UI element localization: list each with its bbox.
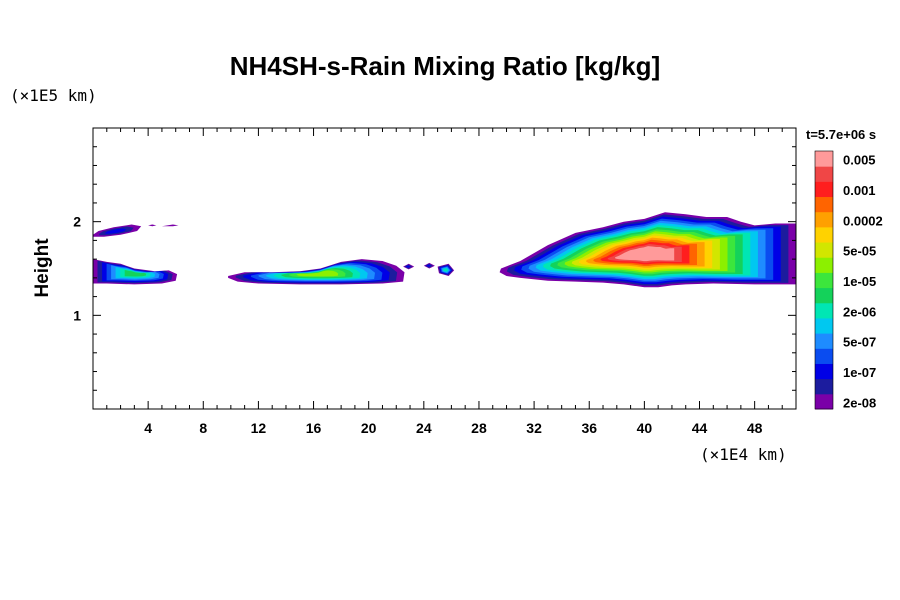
colorbar-swatch	[815, 348, 833, 364]
y-tick-label: 1	[73, 307, 81, 323]
colorbar-label: 2e-06	[843, 304, 876, 319]
colorbar-swatch	[815, 257, 833, 273]
colorbar-label: 5e-05	[843, 244, 876, 259]
colorbar-swatch	[815, 242, 833, 258]
colorbar-swatch	[815, 363, 833, 380]
field-region-2-level-0	[161, 224, 179, 227]
field-region-8-level-16	[614, 246, 675, 262]
colorbar-swatch	[815, 181, 833, 198]
colorbar-label: 0.0002	[843, 213, 883, 228]
colorbar-swatch	[815, 317, 833, 334]
x-tick-label: 40	[637, 420, 653, 436]
colorbar-frame	[814, 150, 834, 410]
x-tick-label: 16	[306, 420, 322, 436]
x-tick-label: 44	[692, 420, 708, 436]
colorbar-swatch	[815, 151, 833, 167]
colorbar-swatch	[815, 196, 833, 213]
colorbar-label: 1e-07	[843, 365, 876, 380]
field-region-6-level-2	[426, 264, 432, 267]
x-tick-label: 20	[361, 420, 377, 436]
colorbar: 2e-08 1e-07 5e-07 2e-06 1e-05 5e-05 0.0002 0.00…	[814, 150, 883, 410]
x-tick-label: 8	[199, 420, 207, 436]
field-region-4-level-9	[296, 270, 339, 277]
colorbar-swatch	[815, 272, 833, 289]
colorbar-swatch	[815, 393, 833, 410]
field-region-5-level-2	[405, 265, 411, 268]
colorbar-label: 0.001	[843, 183, 876, 198]
x-tick-label: 48	[747, 420, 763, 436]
y-axis-label: Height	[32, 238, 53, 298]
field-region-0-level-2	[105, 228, 127, 234]
x-tick-label: 28	[471, 420, 487, 436]
colorbar-swatch	[815, 166, 833, 182]
field-region-7-level-6	[443, 268, 448, 272]
colorbar-swatch	[815, 333, 833, 349]
colorbar-label: 5e-07	[843, 335, 876, 350]
chart-title: NH4SH-s-Rain Mixing Ratio [kg/kg]	[230, 51, 660, 81]
x-unit-label: (×1E4 km)	[700, 445, 787, 464]
colorbar-label: 2e-08	[843, 395, 876, 410]
x-tick-label: 32	[526, 420, 542, 436]
x-tick-label: 12	[251, 420, 267, 436]
colorbar-swatch	[815, 287, 833, 304]
colorbar-swatch	[815, 302, 833, 319]
x-tick-label: 24	[416, 420, 432, 436]
field-region-1-level-0	[148, 224, 157, 227]
field-region-3-level-7	[124, 270, 147, 277]
plot-frame	[92, 127, 797, 410]
contour-field	[93, 212, 796, 288]
x-tick-label: 36	[581, 420, 597, 436]
colorbar-swatch	[815, 226, 833, 243]
colorbar-label: 0.005	[843, 153, 876, 168]
colorbar-swatch	[815, 211, 833, 228]
time-label: t=5.7e+06 s	[806, 127, 876, 142]
y-unit-label: (×1E5 km)	[10, 86, 97, 105]
x-tick-label: 4	[144, 420, 152, 436]
colorbar-swatch	[815, 378, 833, 395]
colorbar-label: 1e-05	[843, 274, 876, 289]
y-tick-label: 2	[73, 214, 81, 230]
